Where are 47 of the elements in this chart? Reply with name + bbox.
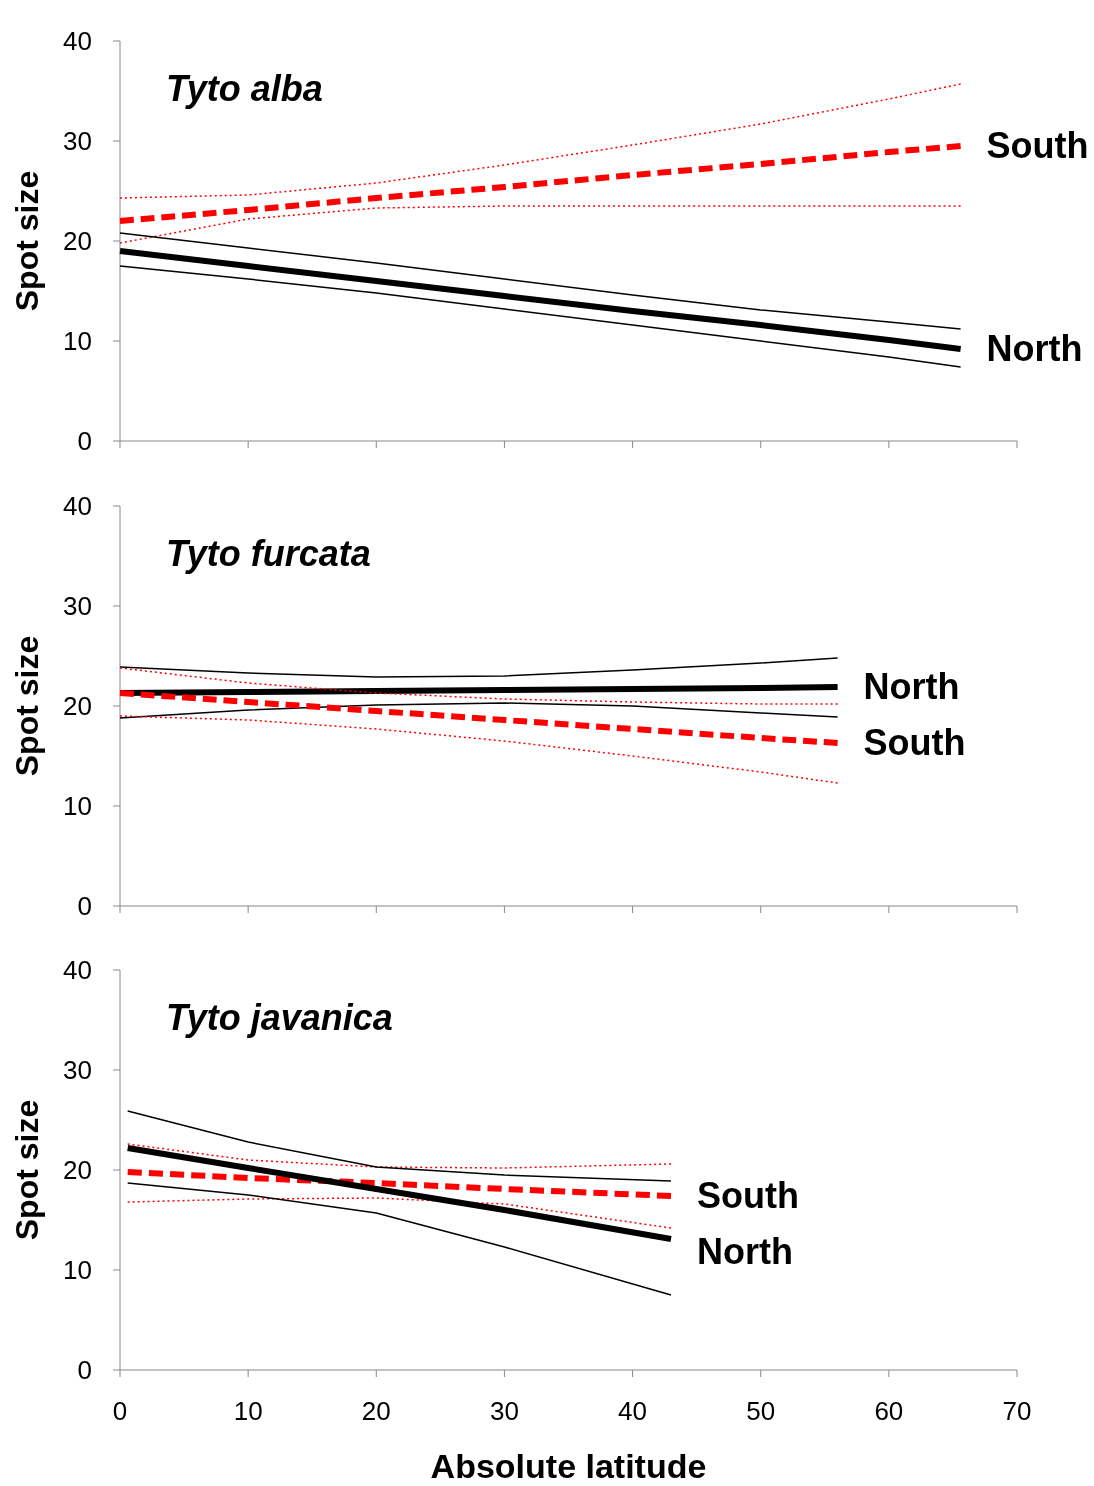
y-tick-label: 30 [63,126,92,156]
line-series [126,1182,672,1296]
text: Tyto alba [166,68,323,109]
y-axis-title: Spot size [9,1099,45,1241]
line-series [119,265,962,368]
y-tick-label: 20 [63,226,92,256]
x-axis-title: Absolute latitude [430,1447,707,1485]
y-axis-title: Spot size [9,635,45,777]
series-label: North [863,666,960,707]
y-axis-title: Spot size [9,170,45,312]
x-tick-label: 40 [618,1396,648,1426]
y-tick-label: 30 [63,1055,92,1085]
line-series [119,667,839,705]
line-series [126,1197,672,1229]
line-series [119,232,962,330]
y-tick-label: 10 [63,326,92,356]
y-tick-label: 30 [63,591,92,621]
x-tick-label: 70 [1002,1396,1032,1426]
series-label: South [863,722,966,763]
series-label: South [697,1175,799,1216]
y-tick-label: 20 [63,691,92,721]
line-series [119,657,839,678]
y-tick-label: 0 [77,1355,92,1385]
series-label: North [697,1231,793,1272]
y-tick-label: 40 [63,491,92,521]
x-tick-label: 30 [489,1396,519,1426]
y-tick-label: 20 [63,1155,92,1185]
x-tick-label: 20 [361,1396,391,1426]
text: Tyto javanica [166,997,393,1038]
line-series [126,1143,672,1169]
text: Tyto furcata [166,533,371,574]
x-tick-label: 50 [746,1396,776,1426]
line-series [119,715,839,784]
y-tick-label: 10 [63,791,92,821]
x-tick-label: 0 [112,1396,128,1426]
y-tick-label: 40 [63,955,92,985]
x-tick-label: 60 [874,1396,904,1426]
line-series [119,205,962,244]
line-series [126,1110,672,1182]
series-label: North [986,328,1083,369]
x-tick-label: 10 [233,1396,263,1426]
y-tick-label: 0 [77,891,92,921]
series-label: South [986,125,1089,166]
y-tick-label: 40 [63,26,92,56]
y-tick-label: 10 [63,1255,92,1285]
y-tick-label: 0 [77,426,92,456]
line-series [119,702,839,719]
